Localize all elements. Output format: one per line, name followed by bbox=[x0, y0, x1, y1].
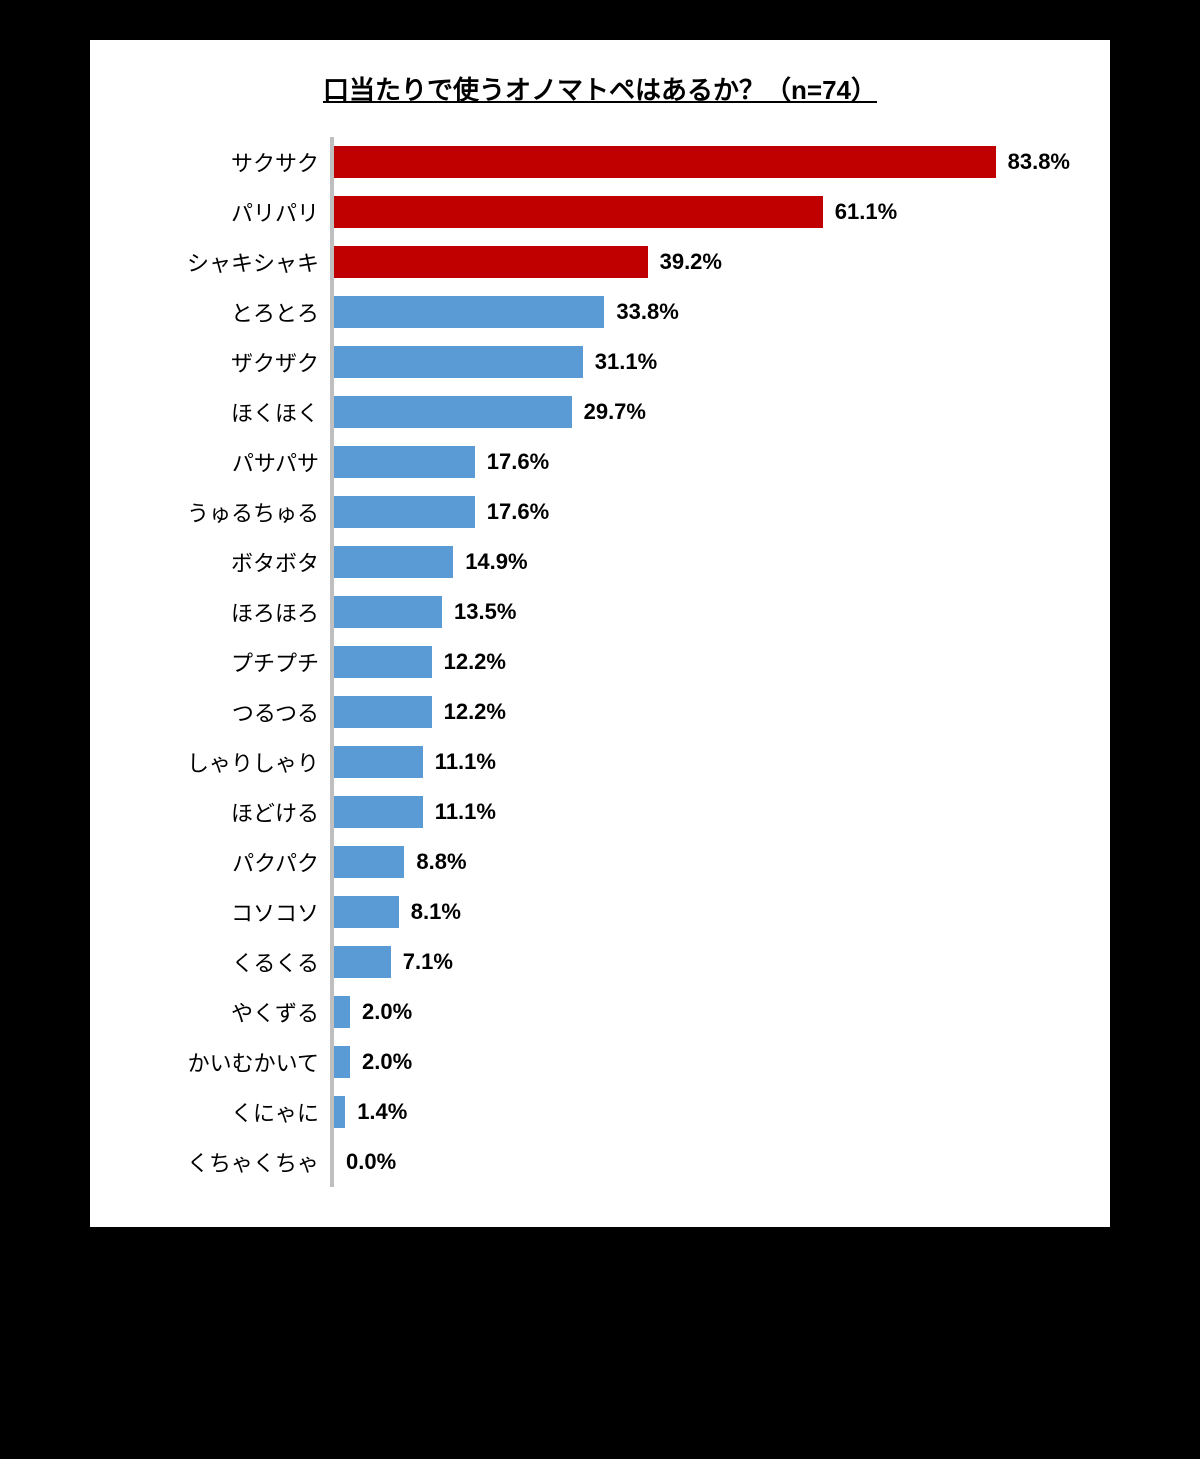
category-label: やくずる bbox=[124, 996, 319, 1028]
bar bbox=[334, 796, 423, 828]
bar-row: くちゃくちゃ0.0% bbox=[334, 1137, 1070, 1187]
bar bbox=[334, 1096, 345, 1128]
bar-row: とろとろ33.8% bbox=[334, 287, 1070, 337]
bar-row: コソコソ8.1% bbox=[334, 887, 1070, 937]
value-label: 0.0% bbox=[346, 1149, 396, 1175]
bar bbox=[334, 996, 350, 1028]
value-label: 2.0% bbox=[362, 999, 412, 1025]
category-label: くにゃに bbox=[124, 1096, 319, 1128]
category-label: コソコソ bbox=[124, 896, 319, 928]
bar-row: くにゃに1.4% bbox=[334, 1087, 1070, 1137]
bar bbox=[334, 596, 442, 628]
category-label: パサパサ bbox=[124, 446, 319, 478]
category-label: つるつる bbox=[124, 696, 319, 728]
bar-row: しゃりしゃり11.1% bbox=[334, 737, 1070, 787]
bar-row: ザクザク31.1% bbox=[334, 337, 1070, 387]
value-label: 17.6% bbox=[487, 449, 549, 475]
chart-plot-area: サクサク83.8%パリパリ61.1%シャキシャキ39.2%とろとろ33.8%ザク… bbox=[330, 137, 1070, 1187]
bar bbox=[334, 846, 404, 878]
category-label: くるくる bbox=[124, 946, 319, 978]
bar-row: やくずる2.0% bbox=[334, 987, 1070, 1037]
bar-row: パサパサ17.6% bbox=[334, 437, 1070, 487]
bar bbox=[334, 646, 432, 678]
value-label: 7.1% bbox=[403, 949, 453, 975]
value-label: 12.2% bbox=[444, 649, 506, 675]
value-label: 12.2% bbox=[444, 699, 506, 725]
bar bbox=[334, 696, 432, 728]
bar bbox=[334, 446, 475, 478]
value-label: 31.1% bbox=[595, 349, 657, 375]
value-label: 8.1% bbox=[411, 899, 461, 925]
category-label: サクサク bbox=[124, 146, 319, 178]
value-label: 61.1% bbox=[835, 199, 897, 225]
bar-row: ボタボタ14.9% bbox=[334, 537, 1070, 587]
bar bbox=[334, 296, 604, 328]
bar bbox=[334, 946, 391, 978]
category-label: ほどける bbox=[124, 796, 319, 828]
category-label: くちゃくちゃ bbox=[124, 1146, 319, 1178]
chart-card: 口当たりで使うオノマトペはあるか？（n=74） サクサク83.8%パリパリ61.… bbox=[90, 40, 1110, 1227]
value-label: 2.0% bbox=[362, 1049, 412, 1075]
bar bbox=[334, 1046, 350, 1078]
value-label: 11.1% bbox=[435, 749, 496, 775]
bar bbox=[334, 396, 572, 428]
bar bbox=[334, 196, 823, 228]
bar bbox=[334, 896, 399, 928]
bar-row: パリパリ61.1% bbox=[334, 187, 1070, 237]
category-label: しゃりしゃり bbox=[124, 746, 319, 778]
bar bbox=[334, 346, 583, 378]
bar-row: うゅるちゅる17.6% bbox=[334, 487, 1070, 537]
bar bbox=[334, 246, 648, 278]
bar-row: プチプチ12.2% bbox=[334, 637, 1070, 687]
bar bbox=[334, 146, 996, 178]
category-label: うゅるちゅる bbox=[124, 496, 319, 528]
bar-row: くるくる7.1% bbox=[334, 937, 1070, 987]
bar-row: つるつる12.2% bbox=[334, 687, 1070, 737]
bar-row: サクサク83.8% bbox=[334, 137, 1070, 187]
bar bbox=[334, 746, 423, 778]
bar-row: かいむかいて2.0% bbox=[334, 1037, 1070, 1087]
bar-row: ほどける11.1% bbox=[334, 787, 1070, 837]
value-label: 1.4% bbox=[357, 1099, 407, 1125]
bar-row: ほろほろ13.5% bbox=[334, 587, 1070, 637]
bar-row: ほくほく29.7% bbox=[334, 387, 1070, 437]
chart-title: 口当たりで使うオノマトペはあるか？（n=74） bbox=[130, 70, 1070, 107]
bar bbox=[334, 546, 453, 578]
value-label: 83.8% bbox=[1008, 149, 1070, 175]
bar bbox=[334, 496, 475, 528]
category-label: とろとろ bbox=[124, 296, 319, 328]
value-label: 29.7% bbox=[584, 399, 646, 425]
category-label: パリパリ bbox=[124, 196, 319, 228]
value-label: 13.5% bbox=[454, 599, 516, 625]
category-label: プチプチ bbox=[124, 646, 319, 678]
category-label: シャキシャキ bbox=[124, 246, 319, 278]
category-label: ほくほく bbox=[124, 396, 319, 428]
bar-row: パクパク8.8% bbox=[334, 837, 1070, 887]
value-label: 39.2% bbox=[660, 249, 722, 275]
value-label: 17.6% bbox=[487, 499, 549, 525]
value-label: 33.8% bbox=[616, 299, 678, 325]
category-label: かいむかいて bbox=[124, 1046, 319, 1078]
value-label: 8.8% bbox=[416, 849, 466, 875]
value-label: 11.1% bbox=[435, 799, 496, 825]
bar-row: シャキシャキ39.2% bbox=[334, 237, 1070, 287]
category-label: パクパク bbox=[124, 846, 319, 878]
category-label: ほろほろ bbox=[124, 596, 319, 628]
category-label: ザクザク bbox=[124, 346, 319, 378]
category-label: ボタボタ bbox=[124, 546, 319, 578]
value-label: 14.9% bbox=[465, 549, 527, 575]
